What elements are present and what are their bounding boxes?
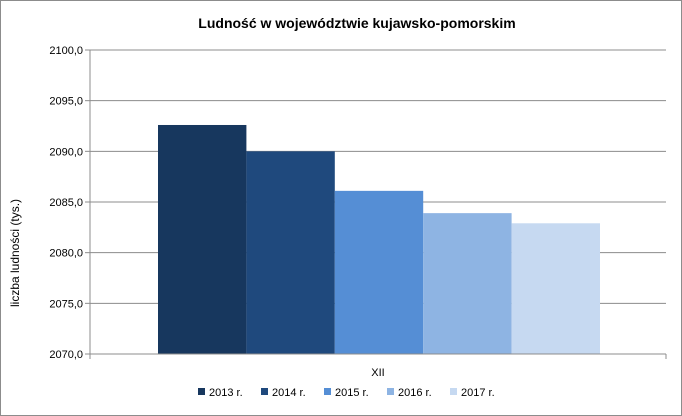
y-tick-label: 2080,0 [49, 248, 83, 260]
bars [158, 124, 600, 354]
x-axis-ticks: XII [89, 354, 667, 379]
x-tick-label: XII [371, 367, 384, 379]
legend-label: 2017 r. [461, 387, 495, 399]
bar-2015r [334, 190, 424, 354]
legend-label: 2015 r. [335, 387, 369, 399]
bar-2014r [246, 151, 335, 354]
bar-2016r [423, 213, 512, 354]
legend-label: 2016 r. [398, 387, 432, 399]
y-axis-ticks: 2070,0 2075,0 2080,0 2085,0 2090,0 2095,0 2100… [49, 45, 90, 361]
legend-swatch [387, 388, 394, 395]
y-tick-label: 2100,0 [49, 45, 83, 57]
y-tick-label: 2070,0 [49, 349, 83, 361]
legend-label: 2013 r. [209, 387, 243, 399]
bar-2017r [511, 223, 600, 354]
legend-swatch [324, 388, 331, 395]
y-tick-label: 2090,0 [49, 146, 83, 158]
legend-swatch [450, 388, 457, 395]
y-tick-label: 2085,0 [49, 197, 83, 209]
bar-2013r [158, 124, 247, 354]
legend: 2013 r. 2014 r. 2015 r. 2016 r. 2017 r. [198, 387, 495, 399]
chart-title: Ludność w województwie kujawsko-pomorski… [198, 15, 515, 31]
y-tick-label: 2075,0 [49, 298, 83, 310]
x-axis [89, 50, 666, 355]
legend-swatch [198, 388, 205, 395]
legend-swatch [261, 388, 268, 395]
legend-label: 2014 r. [272, 387, 306, 399]
y-tick-label: 2095,0 [49, 96, 83, 108]
y-axis-label: liczba ludności (tys.) [8, 199, 22, 307]
